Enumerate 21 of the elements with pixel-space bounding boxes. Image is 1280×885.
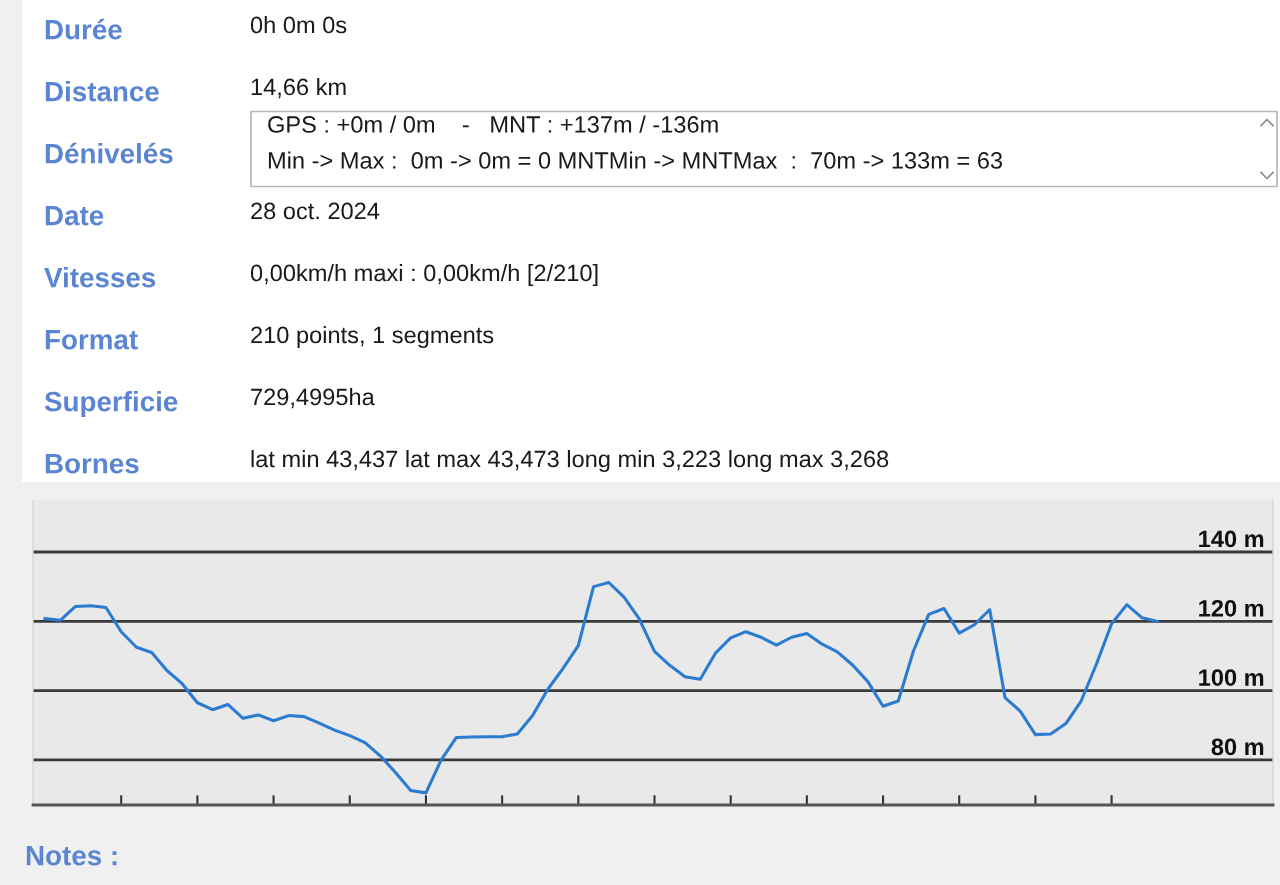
category-label: Superficie — [44, 391, 178, 417]
text: 210 points, 1 segments — [251, 325, 494, 348]
category-label: Date — [45, 206, 104, 226]
category-label: Format — [45, 330, 138, 350]
y-tick-label: 80 m — [1211, 738, 1264, 756]
text: Notes : — [26, 846, 117, 866]
text: 0,00km/h maxi : 0,00km/h [2/210] — [250, 263, 598, 286]
category-label: Bornes — [45, 454, 139, 474]
y-tick-label: 120 m — [1199, 599, 1264, 617]
text: GPS : +0m / 0m - MNT : +137m / -136m Min -> Max : 0m -> 0m = 0 MNTMin -> MNTMax : 70m -> 133m = 63 — [268, 115, 1003, 169]
category-label: Vitesses — [44, 267, 156, 288]
text: lat min 43,437 lat max 43,473 long min 3,223 long max 3,268 — [251, 449, 889, 472]
category-label: Distance — [45, 81, 159, 102]
text: 0h 0m 0s — [250, 16, 347, 34]
category-label: Durée — [45, 18, 122, 40]
y-tick-label: 140 m — [1199, 530, 1264, 548]
text: 28 oct. 2024 — [251, 202, 380, 220]
category-label: Dénivelés — [45, 142, 173, 164]
text: 14,66 km — [251, 78, 346, 99]
text: 729,4995ha — [251, 387, 375, 409]
y-tick-label: 100 m — [1199, 669, 1264, 686]
